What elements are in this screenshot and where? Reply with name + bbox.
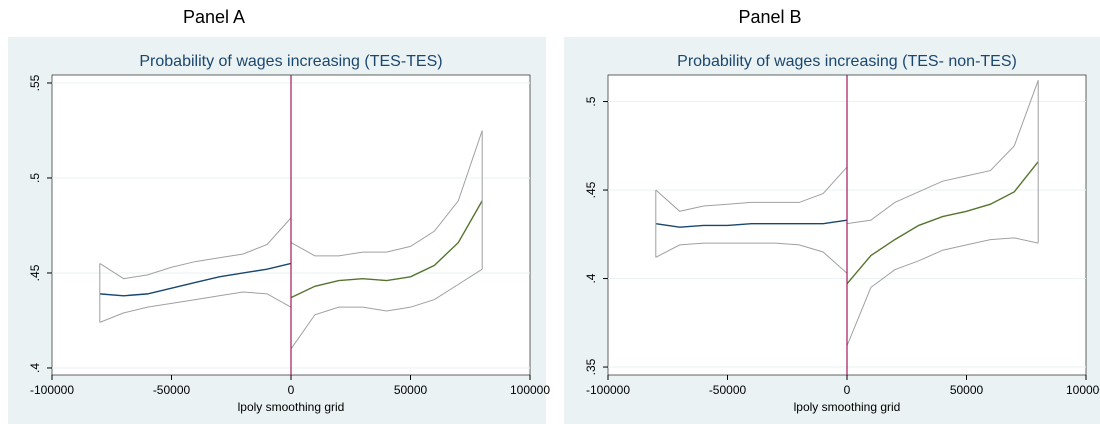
x-tick-label: 100000 <box>510 383 550 397</box>
y-tick-label: .4 <box>584 273 598 283</box>
series-line <box>846 161 1039 285</box>
y-tick-label: .45 <box>584 181 598 198</box>
x-tick-label: 50000 <box>394 383 428 397</box>
x-axis-label: lpoly smoothing grid <box>794 400 901 414</box>
chart-title: Probability of wages increasing (TES- no… <box>677 53 1017 70</box>
x-axis-label: lpoly smoothing grid <box>238 400 345 414</box>
series-line <box>290 200 483 299</box>
series-line <box>99 291 292 323</box>
x-tick-label: 0 <box>288 383 295 397</box>
x-tick-label: -100000 <box>586 383 630 397</box>
series-line <box>99 262 292 297</box>
series-line <box>846 80 1039 225</box>
series-line <box>99 217 292 280</box>
x-tick-label: -50000 <box>709 383 747 397</box>
y-tick-label: .35 <box>584 358 598 375</box>
x-tick-label: -50000 <box>153 383 191 397</box>
series-line <box>290 268 483 350</box>
x-tick-label: -100000 <box>30 383 74 397</box>
series-line <box>846 237 1039 346</box>
series-line <box>290 130 483 257</box>
chart-title: Probability of wages increasing (TES-TES… <box>139 53 442 70</box>
x-tick-label: 50000 <box>950 383 984 397</box>
series-line <box>655 166 848 212</box>
y-tick-label: .5 <box>28 173 42 183</box>
y-tick-label: .5 <box>584 96 598 106</box>
x-tick-label: 100000 <box>1066 383 1100 397</box>
panel-label: Panel A <box>183 7 245 27</box>
series-line <box>655 242 848 274</box>
y-tick-label: .55 <box>28 74 42 91</box>
panel-label: Panel B <box>738 7 801 27</box>
y-tick-label: .45 <box>28 264 42 281</box>
series-line <box>655 219 848 228</box>
x-tick-label: 0 <box>844 383 851 397</box>
y-tick-label: .4 <box>28 363 42 373</box>
